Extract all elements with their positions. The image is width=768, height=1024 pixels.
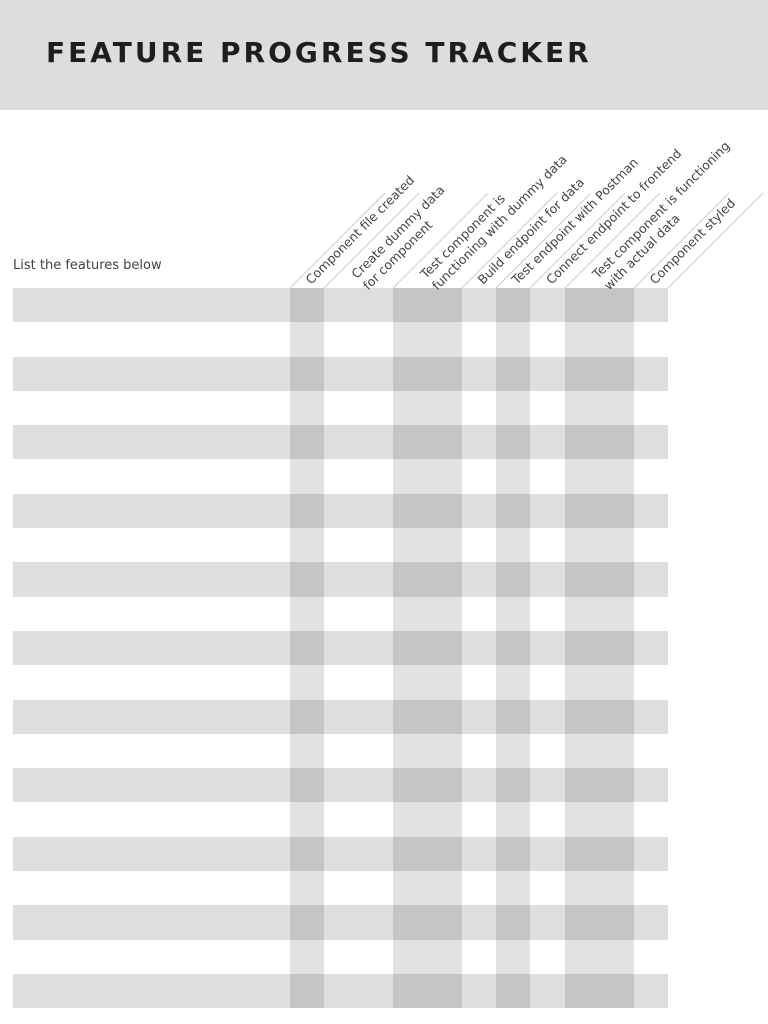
header-guide-line [667,192,764,289]
page-header: FEATURE PROGRESS TRACKER [0,0,768,110]
checkbox-cell[interactable] [393,356,462,391]
checkbox-cell[interactable] [565,699,634,734]
checkbox-cell[interactable] [290,768,324,803]
checkbox-cell[interactable] [290,288,324,323]
page-title: FEATURE PROGRESS TRACKER [46,36,592,69]
checkbox-cell[interactable] [496,493,530,529]
checkbox-cell[interactable] [565,288,634,323]
checkbox-cell[interactable] [565,631,634,666]
checkbox-cell[interactable] [393,425,462,460]
checkbox-cell[interactable] [496,836,530,872]
checkbox-cell[interactable] [393,768,462,803]
checkbox-cell[interactable] [496,631,530,666]
checkbox-cell[interactable] [496,974,530,1009]
checkbox-cell[interactable] [565,562,634,597]
checkbox-cell[interactable] [290,836,324,872]
header-guide-line [289,192,386,289]
checkbox-cell[interactable] [393,974,462,1009]
checkbox-cell[interactable] [565,425,634,460]
row-stripe [13,768,668,803]
header-guide-line [392,192,489,289]
checkbox-cell[interactable] [496,356,530,391]
header-guide-line [495,192,592,289]
checkbox-cell[interactable] [290,699,324,734]
row-stripe [13,288,668,323]
checkbox-cell[interactable] [565,356,634,391]
header-guide-line [564,192,661,289]
row-stripe [13,699,668,734]
checkbox-cell[interactable] [496,905,530,940]
checkbox-cell[interactable] [290,974,324,1009]
checkbox-cell[interactable] [393,836,462,872]
checkbox-cell[interactable] [290,631,324,666]
checkbox-cell[interactable] [393,905,462,940]
header-guide-line [461,192,558,289]
checkbox-cell[interactable] [290,905,324,940]
row-stripe [13,562,668,597]
feature-list-label: List the features below [13,258,162,273]
row-stripe [13,836,668,872]
header-guide-line [633,192,730,289]
row-stripe [13,493,668,529]
checkbox-cell[interactable] [290,425,324,460]
checkbox-cell[interactable] [565,905,634,940]
checkbox-cell[interactable] [496,562,530,597]
header-guide-line [323,192,420,289]
checkbox-cell[interactable] [496,699,530,734]
checkbox-cell[interactable] [393,493,462,529]
checkbox-cell[interactable] [393,288,462,323]
checkbox-cell[interactable] [496,288,530,323]
checkbox-cell[interactable] [290,356,324,391]
header-guide-line [529,192,626,289]
row-stripe [13,425,668,460]
checkbox-cell[interactable] [565,768,634,803]
checkbox-cell[interactable] [565,493,634,529]
row-stripe [13,631,668,666]
checkbox-cell[interactable] [393,699,462,734]
checkbox-cell[interactable] [565,836,634,872]
row-stripe [13,974,668,1009]
checkbox-cell[interactable] [393,562,462,597]
checkbox-cell[interactable] [393,631,462,666]
row-stripe [13,356,668,391]
checkbox-cell[interactable] [290,562,324,597]
checkbox-cell[interactable] [565,974,634,1009]
checkbox-cell[interactable] [496,768,530,803]
row-stripe [13,905,668,940]
checkbox-cell[interactable] [496,425,530,460]
checkbox-cell[interactable] [290,493,324,529]
